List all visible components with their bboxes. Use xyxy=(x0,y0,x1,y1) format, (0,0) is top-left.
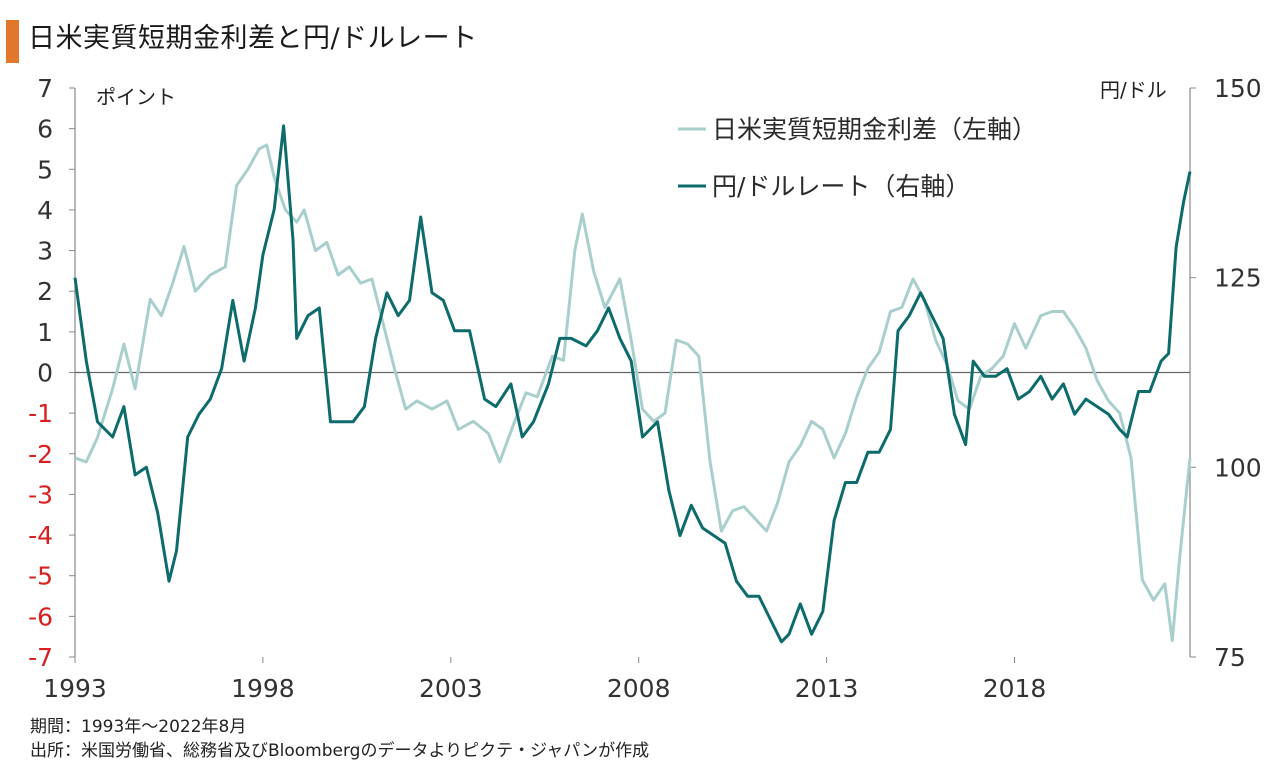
left-tick-label: 6 xyxy=(37,115,53,144)
left-tick-label: -2 xyxy=(28,440,53,469)
x-tick-label: 2008 xyxy=(607,674,671,703)
right-tick-label: 75 xyxy=(1214,643,1246,672)
left-tick-label: -4 xyxy=(28,521,53,550)
x-tick-label: 1998 xyxy=(231,674,295,703)
left-tick-label: 4 xyxy=(37,196,53,225)
right-tick-label: 150 xyxy=(1214,74,1262,103)
left-tick-label: -7 xyxy=(28,643,53,672)
left-tick-label: 2 xyxy=(37,277,53,306)
series-lines xyxy=(73,124,1192,644)
left-tick-label: -3 xyxy=(28,480,53,509)
left-tick-label: 1 xyxy=(37,318,53,347)
title-accent-bar xyxy=(6,20,19,63)
right-axis-ticks: 150 125 100 75 xyxy=(1190,74,1262,672)
left-axis-ticks: 7 6 5 4 3 2 1 0 -1 -2 -3 -4 -5 -6 -7 xyxy=(28,74,75,672)
x-tick-label: 2018 xyxy=(983,674,1047,703)
footnote-period: 期間：1993年〜2022年8月 xyxy=(30,717,247,737)
left-tick-label: -5 xyxy=(28,562,53,591)
x-tick-label: 2013 xyxy=(795,674,859,703)
left-tick-label: 7 xyxy=(37,74,53,103)
legend: 日米実質短期金利差（左軸） 円/ドルレート（右軸） xyxy=(678,115,1037,201)
x-tick-label: 1993 xyxy=(43,674,107,703)
right-tick-label: 125 xyxy=(1214,264,1262,293)
legend-label-fx: 円/ドルレート（右軸） xyxy=(712,172,970,201)
left-tick-label: -6 xyxy=(28,602,53,631)
series-line-spread xyxy=(74,143,1192,643)
left-tick-label: 5 xyxy=(37,155,53,184)
left-axis-unit: ポイント xyxy=(96,85,176,109)
left-tick-label: -1 xyxy=(28,399,53,428)
left-tick-label: 0 xyxy=(37,359,53,388)
right-axis-unit: 円/ドル xyxy=(1100,78,1167,102)
x-axis-ticks: 1993 1998 2003 2008 2013 2018 xyxy=(43,657,1046,703)
right-tick-label: 100 xyxy=(1214,453,1262,482)
left-tick-label: 3 xyxy=(37,237,53,266)
chart-title: 日米実質短期金利差と円/ドルレート xyxy=(28,23,478,54)
x-tick-label: 2003 xyxy=(419,674,483,703)
series-line-fx xyxy=(73,124,1192,644)
footnote-source: 出所：米国労働省、総務省及びBloombergのデータよりピクテ・ジャパンが作成 xyxy=(30,741,650,761)
legend-label-spread: 日米実質短期金利差（左軸） xyxy=(712,115,1037,144)
